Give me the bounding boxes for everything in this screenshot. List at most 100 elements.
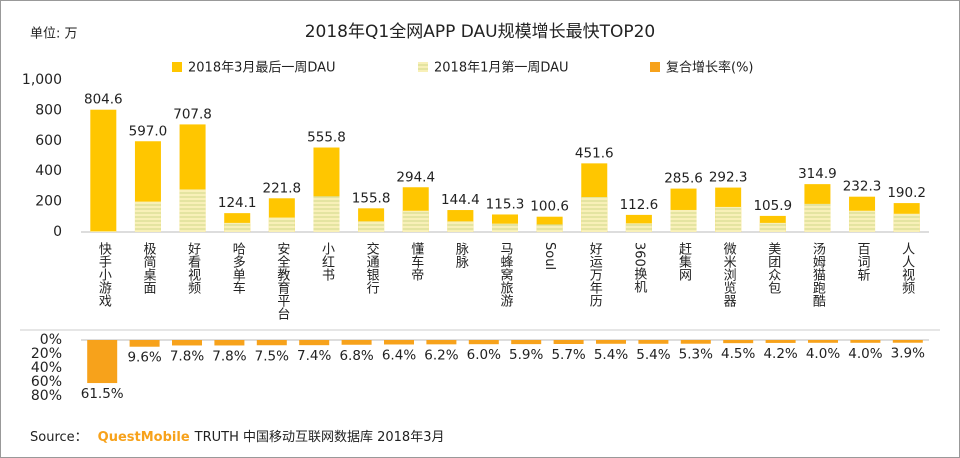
x-tick-label: 马蜂窝旅游 xyxy=(498,242,514,307)
data-label: 9.6% xyxy=(127,350,161,366)
bar xyxy=(492,223,518,232)
x-tick-label: 汤姆猫跑酷 xyxy=(810,242,826,307)
bar xyxy=(384,340,414,345)
source-brand: QuestMobile xyxy=(98,430,190,445)
data-label: 100.6 xyxy=(530,199,569,215)
source: Source： QuestMobile TRUTH 中国移动互联网数据库 2018年… xyxy=(30,429,444,445)
bar xyxy=(129,340,160,347)
bar xyxy=(765,340,796,343)
data-label: 555.8 xyxy=(307,130,346,146)
bar xyxy=(536,224,563,232)
data-label: 597.0 xyxy=(129,123,168,139)
bar xyxy=(670,209,697,232)
bar xyxy=(313,196,340,232)
data-label: 5.7% xyxy=(551,347,585,363)
data-label: 6.4% xyxy=(382,347,416,363)
data-label: 6.8% xyxy=(339,348,373,364)
data-label: 112.6 xyxy=(620,197,659,213)
x-tick-label: 微米浏览器 xyxy=(721,242,737,308)
data-label: 232.3 xyxy=(843,179,882,195)
data-label: 7.8% xyxy=(170,348,204,364)
unit-label: 单位: 万 xyxy=(30,27,78,42)
y-tick-label: 800 xyxy=(35,102,62,118)
bar xyxy=(625,223,652,232)
bar xyxy=(680,340,711,344)
data-label: 451.6 xyxy=(575,145,614,161)
data-label: 144.4 xyxy=(441,192,480,208)
bar xyxy=(179,189,206,232)
bar xyxy=(256,340,287,346)
bar xyxy=(808,340,838,343)
bar xyxy=(715,206,742,232)
x-tick-label: 百词斩 xyxy=(855,242,871,281)
y-tick-label: 60% xyxy=(31,374,62,390)
bar xyxy=(341,340,372,345)
legend-label: 2018年3月最后一周DAU xyxy=(188,61,336,76)
x-tick-label: 哈多单车 xyxy=(230,242,246,294)
y-tick-label: 20% xyxy=(31,346,62,362)
x-tick-label: 赶集网 xyxy=(676,242,692,281)
data-label: 292.3 xyxy=(709,170,748,186)
data-label: 155.8 xyxy=(352,190,391,206)
bar xyxy=(892,340,923,343)
legend-swatch xyxy=(172,62,182,72)
bar xyxy=(447,221,474,232)
x-tick-label: 交通银行 xyxy=(364,241,380,295)
x-tick-label: Soul xyxy=(542,242,557,270)
data-label: 190.2 xyxy=(887,185,926,201)
x-tick-label: 快手小游戏 xyxy=(96,242,112,308)
data-label: 294.4 xyxy=(396,169,435,185)
data-label: 4.0% xyxy=(848,346,882,362)
x-tick-label: 360换机 xyxy=(631,242,647,294)
bar xyxy=(426,340,457,345)
chart-title: 2018年Q1全网APP DAU规模增长最快TOP20 xyxy=(305,22,656,42)
bar xyxy=(893,213,920,232)
data-label: 5.3% xyxy=(679,347,713,363)
x-tick-label: 好运万年历 xyxy=(587,242,603,308)
y-tick-label: 0 xyxy=(53,224,62,240)
bar xyxy=(596,340,626,344)
bar xyxy=(759,222,786,232)
legend-swatch xyxy=(650,62,660,72)
bar xyxy=(638,340,669,344)
bar xyxy=(358,221,385,232)
legend-swatch xyxy=(418,62,428,72)
x-tick-label: 脉脉 xyxy=(453,242,469,268)
y-tick-label: 40% xyxy=(31,360,62,376)
bar xyxy=(849,210,876,232)
data-label: 707.8 xyxy=(173,106,212,122)
data-label: 221.8 xyxy=(263,180,302,196)
bar xyxy=(90,109,117,232)
data-label: 7.8% xyxy=(212,348,246,364)
data-label: 4.2% xyxy=(763,346,797,362)
bar xyxy=(723,340,754,344)
data-label: 61.5% xyxy=(81,386,124,402)
source-text: TRUTH 中国移动互联网数据库 2018年3月 xyxy=(194,429,445,445)
y-tick-label: 80% xyxy=(31,388,62,404)
bar xyxy=(553,340,584,344)
bar xyxy=(804,203,831,232)
bar xyxy=(468,340,499,345)
x-tick-label: 小红书 xyxy=(319,242,335,282)
data-label: 6.2% xyxy=(424,347,458,363)
bar xyxy=(402,210,429,232)
y-tick-label: 0% xyxy=(40,332,62,348)
data-label: 3.9% xyxy=(891,346,925,362)
data-label: 115.3 xyxy=(486,196,525,212)
bar xyxy=(511,340,542,345)
x-tick-label: 懂车帝 xyxy=(408,242,424,281)
data-label: 4.5% xyxy=(721,346,755,362)
x-tick-label: 美团众包 xyxy=(765,242,781,294)
x-tick-label: 安全教育平台 xyxy=(274,242,290,320)
data-label: 4.0% xyxy=(806,346,840,362)
x-tick-label: 好看视频 xyxy=(185,242,201,294)
data-label: 105.9 xyxy=(753,198,792,214)
data-label: 6.0% xyxy=(467,347,501,363)
legend-label: 复合增长率(%) xyxy=(666,60,754,76)
legend-label: 2018年1月第一周DAU xyxy=(434,61,569,76)
y-tick-label: 600 xyxy=(35,133,62,149)
data-label: 804.6 xyxy=(84,92,123,108)
data-label: 5.9% xyxy=(509,347,543,363)
data-label: 285.6 xyxy=(664,171,703,187)
bar xyxy=(172,340,202,346)
